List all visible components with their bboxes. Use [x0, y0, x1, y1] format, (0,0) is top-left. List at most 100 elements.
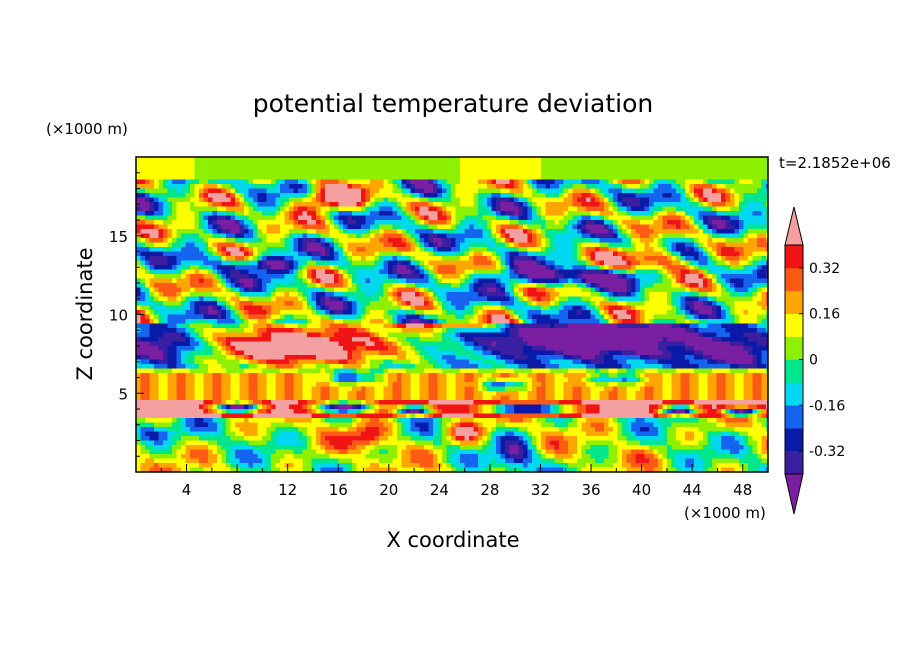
contour-cell: [442, 305, 448, 311]
contour-cell: [685, 305, 691, 311]
contour-cell: [433, 193, 439, 199]
contour-cell: [388, 170, 394, 176]
contour-cell: [356, 197, 362, 203]
contour-cell: [253, 166, 259, 172]
contour-cell: [761, 256, 767, 262]
contour-cell: [604, 197, 610, 203]
contour-cell: [365, 251, 371, 257]
contour-cell: [172, 269, 178, 275]
contour-cell: [397, 166, 403, 172]
contour-cell: [424, 206, 430, 212]
contour-cell: [293, 310, 299, 316]
contour-cell: [266, 233, 272, 239]
contour-cell: [631, 292, 637, 298]
contour-cell: [617, 296, 623, 302]
contour-cell: [730, 197, 736, 203]
contour-cell: [410, 242, 416, 248]
contour-cell: [370, 251, 376, 257]
contour-cell: [514, 211, 520, 217]
contour-cell: [617, 283, 623, 289]
contour-cell: [757, 184, 763, 190]
contour-cell: [289, 278, 295, 284]
contour-cell: [730, 179, 736, 185]
contour-cell: [662, 197, 668, 203]
contour-cell: [743, 229, 749, 235]
contour-cell: [752, 301, 758, 307]
contour-cell: [640, 233, 646, 239]
contour-cell: [370, 292, 376, 298]
contour-cell: [437, 175, 443, 181]
contour-cell: [725, 251, 731, 257]
contour-cell: [298, 278, 304, 284]
contour-cell: [383, 157, 389, 163]
contour-cell: [698, 283, 704, 289]
contour-cell: [685, 161, 691, 167]
contour-cell: [244, 157, 250, 163]
contour-cell: [536, 242, 542, 248]
contour-cell: [487, 242, 493, 248]
contour-cell: [514, 157, 520, 163]
contour-cell: [635, 278, 641, 284]
contour-cell: [185, 256, 191, 262]
contour-cell: [217, 247, 223, 253]
contour-cell: [599, 166, 605, 172]
contour-cell: [478, 233, 484, 239]
contour-cell: [685, 170, 691, 176]
contour-cell: [338, 224, 344, 230]
contour-cell: [181, 274, 187, 280]
contour-cell: [176, 193, 182, 199]
contour-cell: [329, 283, 335, 289]
contour-cell: [748, 157, 754, 163]
contour-cell: [239, 256, 245, 262]
contour-cell: [199, 193, 205, 199]
contour-cell: [721, 211, 727, 217]
contour-cell: [356, 170, 362, 176]
contour-cell: [361, 179, 367, 185]
contour-cell: [388, 310, 394, 316]
contour-cell: [442, 296, 448, 302]
contour-cell: [496, 242, 502, 248]
contour-cell: [730, 220, 736, 226]
contour-cell: [455, 215, 461, 221]
contour-cell: [185, 184, 191, 190]
contour-cell: [604, 193, 610, 199]
contour-cell: [208, 301, 214, 307]
contour-cell: [406, 166, 412, 172]
contour-cell: [608, 251, 614, 257]
contour-cell: [572, 175, 578, 181]
contour-cell: [721, 242, 727, 248]
contour-cell: [577, 179, 583, 185]
contour-cell: [397, 305, 403, 311]
contour-cell: [505, 247, 511, 253]
contour-cell: [581, 188, 587, 194]
contour-cell: [374, 193, 380, 199]
contour-cell: [325, 161, 331, 167]
contour-cell: [167, 184, 173, 190]
contour-cell: [442, 220, 448, 226]
contour-cell: [194, 305, 200, 311]
contour-cell: [266, 296, 272, 302]
contour-cell: [644, 170, 650, 176]
contour-cell: [302, 224, 308, 230]
contour-cell: [244, 188, 250, 194]
contour-cell: [415, 157, 421, 163]
contour-cell: [176, 211, 182, 217]
contour-cell: [253, 260, 259, 266]
contour-cell: [608, 220, 614, 226]
contour-cell: [428, 211, 434, 217]
contour-cell: [392, 193, 398, 199]
contour-cell: [676, 305, 682, 311]
contour-cell: [509, 242, 515, 248]
contour-cell: [383, 287, 389, 293]
contour-cell: [244, 211, 250, 217]
contour-cell: [262, 314, 268, 320]
contour-cell: [464, 242, 470, 248]
contour-cell: [316, 242, 322, 248]
contour-cell: [343, 242, 349, 248]
contour-cell: [244, 274, 250, 280]
contour-cell: [158, 233, 164, 239]
contour-cell: [172, 188, 178, 194]
contour-cell: [221, 251, 227, 257]
contour-cell: [739, 175, 745, 181]
contour-cell: [379, 296, 385, 302]
